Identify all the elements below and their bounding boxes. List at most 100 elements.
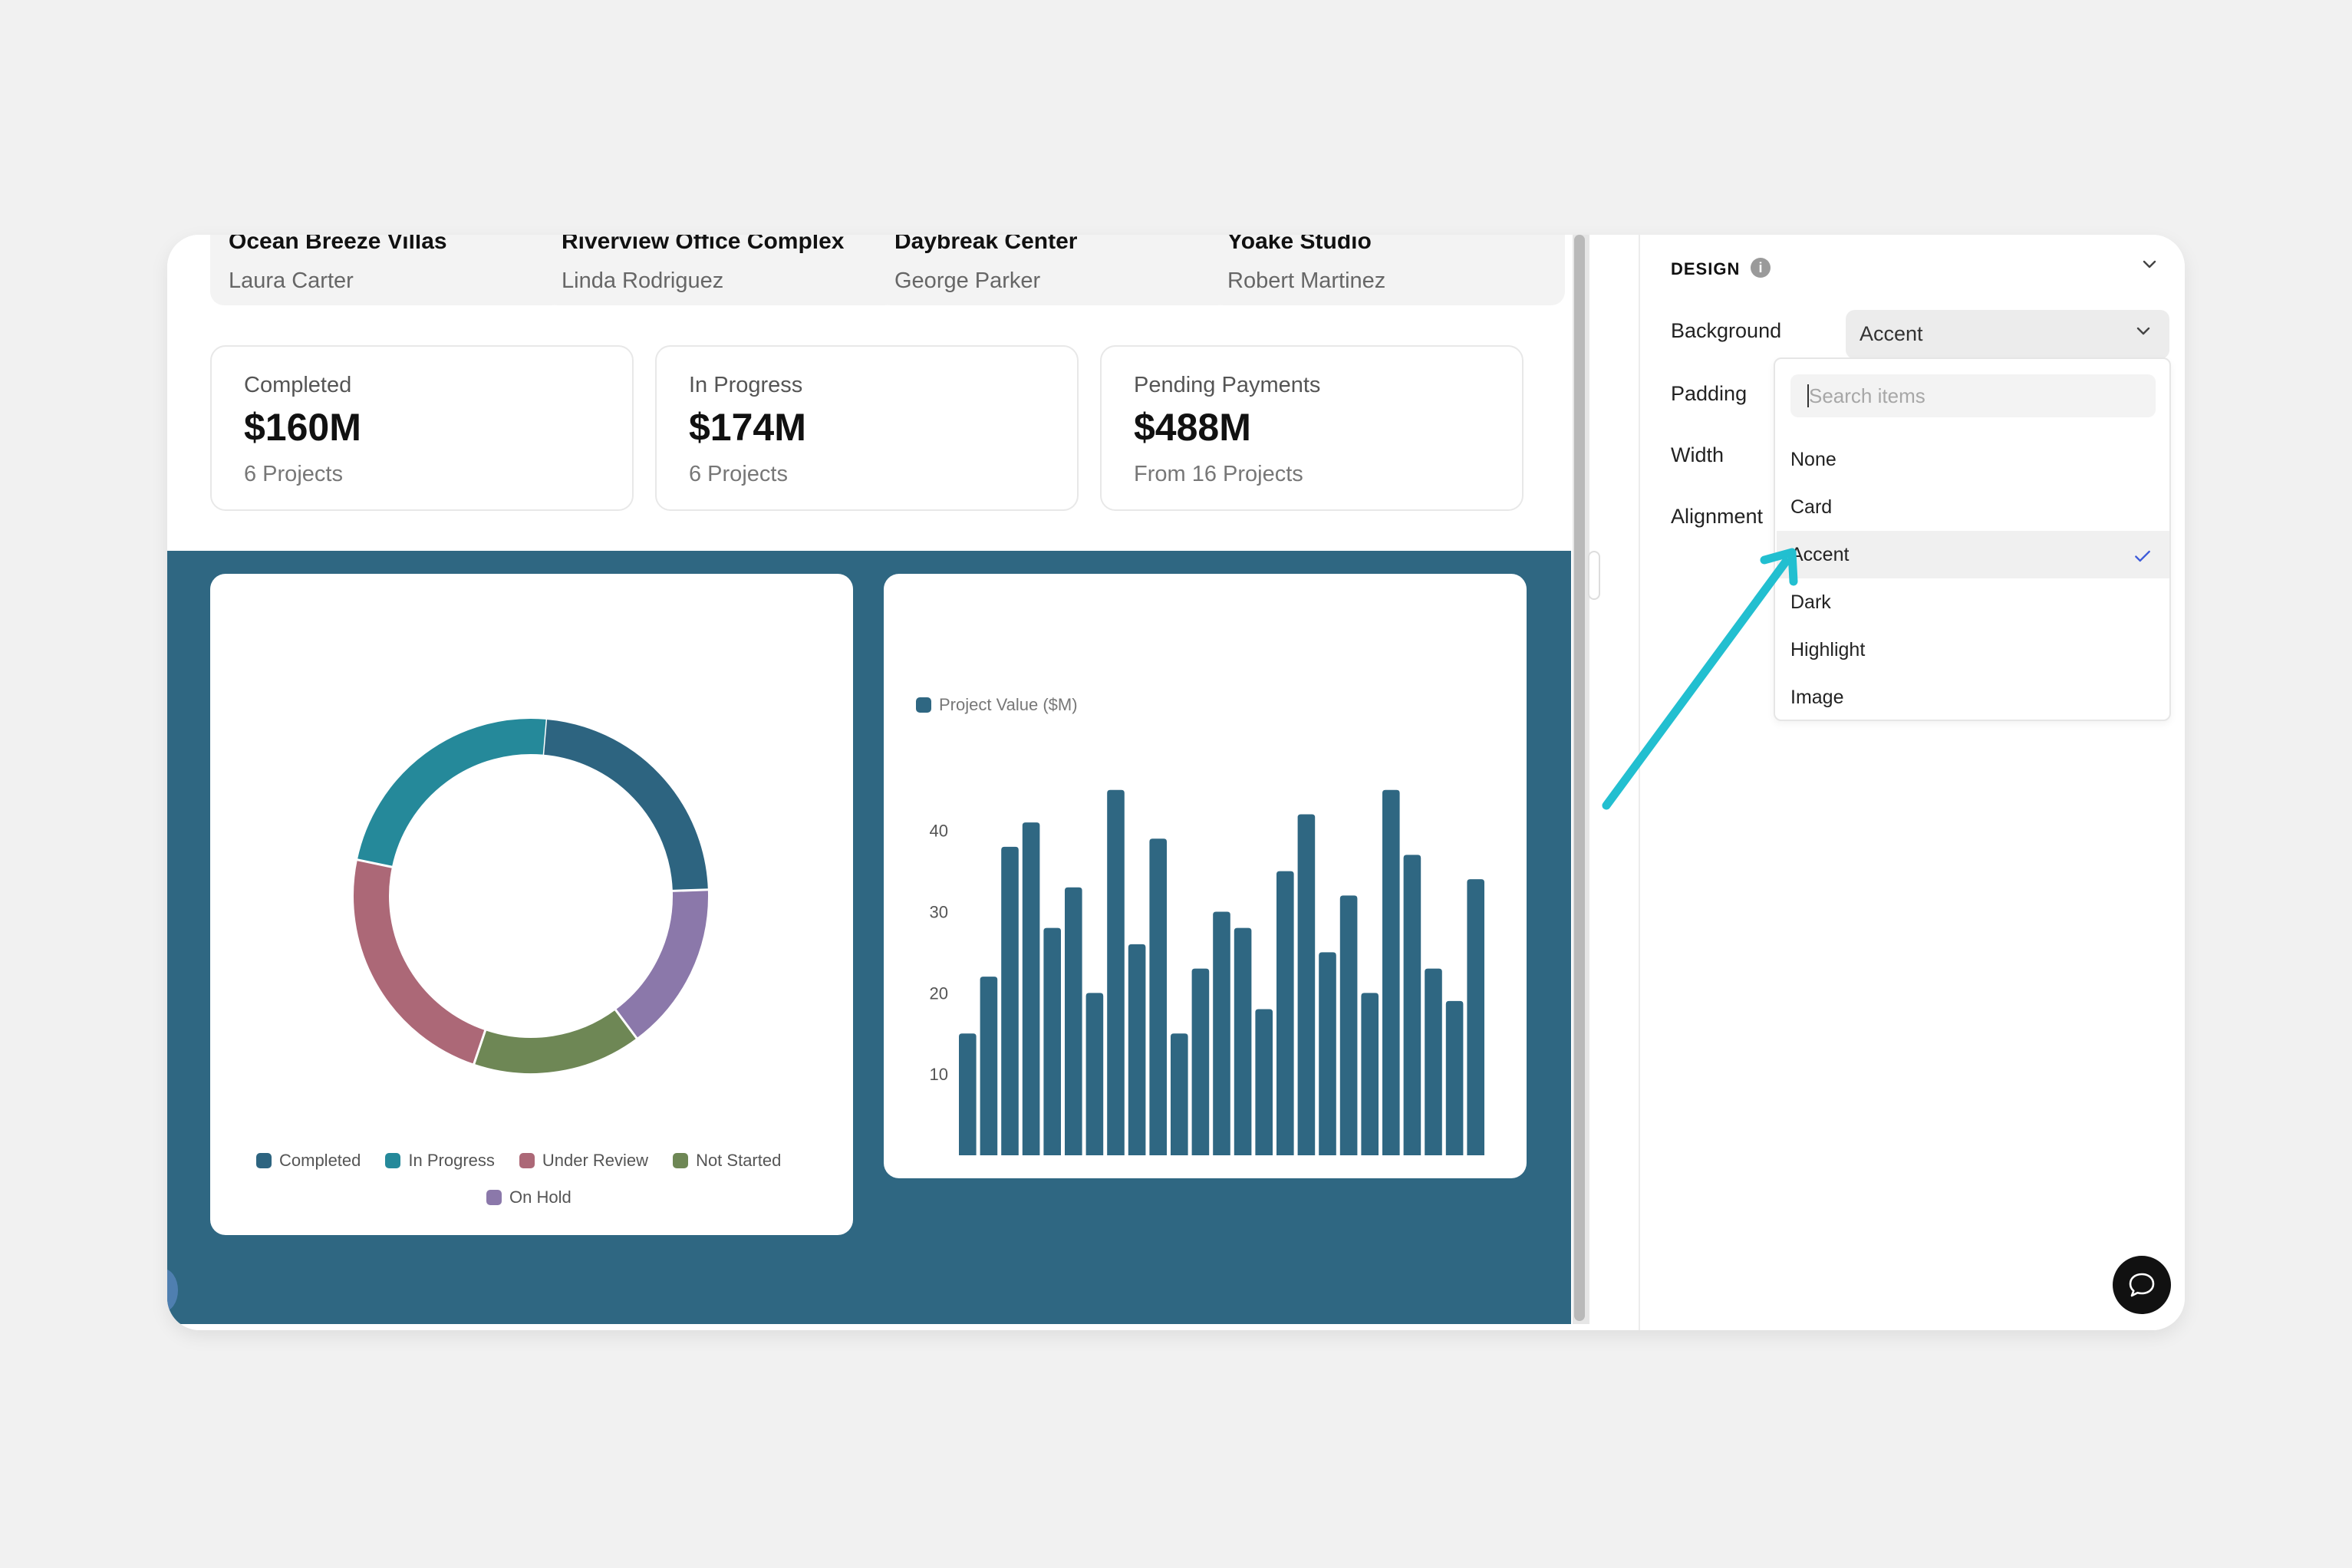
stat-card-in-progress: In Progress $174M 6 Projects (655, 345, 1079, 511)
donut-legend: Completed In Progress Under Review Not S… (256, 1151, 781, 1171)
background-dropdown: None Card Accent Dark Highlight Image (1774, 357, 2171, 721)
bar (1001, 846, 1019, 1155)
legend-swatch (486, 1190, 502, 1205)
bar (1171, 1033, 1188, 1155)
padding-label: Padding (1671, 382, 1748, 405)
check-icon (2133, 531, 2153, 578)
bar (1382, 789, 1400, 1155)
option-highlight[interactable]: Highlight (1790, 639, 1866, 660)
legend-label: On Hold (509, 1188, 572, 1207)
bar (1085, 993, 1104, 1155)
stat-subtext: From 16 Projects (1134, 462, 1303, 486)
legend-label: Completed (279, 1151, 361, 1170)
project-card[interactable]: Yoake Studio Robert Martinez (1209, 235, 1565, 305)
bar (1339, 895, 1358, 1155)
bar-chart-card: Project Value ($M) 10 20 30 40 (884, 574, 1527, 1178)
y-tick-label: 10 (930, 1065, 948, 1084)
accent-section[interactable]: Completed In Progress Under Review Not S… (167, 551, 1571, 1324)
project-name: Daybreak Center (894, 235, 1078, 254)
bar (959, 1033, 977, 1155)
search-input[interactable] (1790, 374, 2156, 417)
legend-swatch (673, 1153, 689, 1168)
stat-label: Completed (244, 373, 352, 397)
bar (1234, 927, 1252, 1155)
resize-handle[interactable] (1588, 551, 1600, 600)
donut-chart-card: Completed In Progress Under Review Not S… (210, 574, 853, 1235)
y-tick-label: 20 (930, 983, 948, 1003)
bar (1065, 887, 1082, 1155)
y-tick-label: 40 (930, 822, 948, 841)
alignment-label: Alignment (1671, 505, 1764, 528)
donut-slice (354, 859, 486, 1064)
bar (1403, 855, 1421, 1155)
donut-slice-separator (671, 888, 709, 892)
bar (1276, 871, 1294, 1155)
background-select-value: Accent (1860, 322, 1923, 345)
bar (1467, 879, 1484, 1155)
donut-slice (542, 719, 708, 891)
project-card[interactable]: Daybreak Center George Parker (876, 235, 1232, 305)
chat-bubble-icon (2129, 1273, 2155, 1297)
bar (1191, 968, 1210, 1155)
legend-swatch (916, 697, 931, 713)
stat-card-pending-payments: Pending Payments $488M From 16 Projects (1100, 345, 1524, 511)
stat-value: $160M (244, 406, 361, 449)
panel-title: DESIGN (1671, 259, 1741, 278)
project-client: Laura Carter (229, 268, 354, 293)
bar (1213, 911, 1230, 1155)
legend-label: Under Review (542, 1151, 649, 1170)
bar (1107, 789, 1125, 1155)
donut-chart (354, 718, 709, 1073)
donut-legend-row-2: On Hold (486, 1188, 572, 1207)
option-image[interactable]: Image (1790, 687, 1844, 708)
chevron-down-icon (2134, 321, 2153, 345)
avatar-bubble (167, 1269, 178, 1312)
background-label: Background (1671, 319, 1782, 342)
bar (1425, 968, 1442, 1155)
background-select[interactable]: Accent (1846, 310, 2169, 359)
app-window: Ocean Breeze Villas Laura Carter Rivervi… (167, 235, 2185, 1330)
bar (1361, 993, 1379, 1155)
donut-slice (615, 889, 708, 1039)
option-card[interactable]: Card (1790, 496, 1833, 518)
stat-card-completed: Completed $160M 6 Projects (210, 345, 634, 511)
bar (1445, 1000, 1464, 1155)
project-card[interactable]: Riverview Office Complex Linda Rodriguez (543, 235, 899, 305)
donut-slice-separator (356, 858, 394, 868)
project-card[interactable]: Ocean Breeze Villas Laura Carter (210, 235, 566, 305)
donut-slice-separator (473, 1029, 487, 1066)
canvas-scrollbar-thumb[interactable] (1574, 235, 1585, 1321)
width-label: Width (1671, 443, 1724, 466)
option-label: Accent (1790, 544, 1850, 565)
bar (980, 977, 998, 1155)
design-panel: DESIGN i Background Padding Width Alignm… (1639, 235, 2185, 1330)
chat-button[interactable] (2113, 1256, 2171, 1314)
info-icon[interactable]: i (1751, 258, 1771, 278)
stat-label: In Progress (689, 373, 803, 397)
bar (1319, 952, 1336, 1155)
stat-subtext: 6 Projects (244, 462, 343, 486)
y-tick-label: 30 (930, 903, 948, 922)
bar (1149, 838, 1167, 1155)
project-name: Yoake Studio (1227, 235, 1372, 254)
text-caret (1807, 384, 1809, 407)
legend-label: Project Value ($M) (939, 695, 1078, 714)
option-accent[interactable]: Accent (1777, 531, 2169, 578)
chevron-down-icon[interactable] (2140, 253, 2159, 279)
bar (1022, 822, 1040, 1155)
stat-subtext: 6 Projects (689, 462, 788, 486)
project-name: Riverview Office Complex (562, 235, 845, 254)
stat-value: $174M (689, 406, 806, 449)
bar-legend: Project Value ($M) (916, 695, 1078, 715)
option-dark[interactable]: Dark (1790, 591, 1831, 613)
donut-slice-separator (542, 718, 548, 756)
legend-swatch (256, 1153, 272, 1168)
bar (1297, 814, 1316, 1155)
project-client: Linda Rodriguez (562, 268, 724, 293)
project-name: Ocean Breeze Villas (229, 235, 447, 254)
bar (1043, 927, 1061, 1155)
stat-label: Pending Payments (1134, 373, 1321, 397)
legend-label: Not Started (696, 1151, 782, 1170)
option-none[interactable]: None (1790, 449, 1836, 470)
donut-slice-separator (614, 1008, 638, 1039)
